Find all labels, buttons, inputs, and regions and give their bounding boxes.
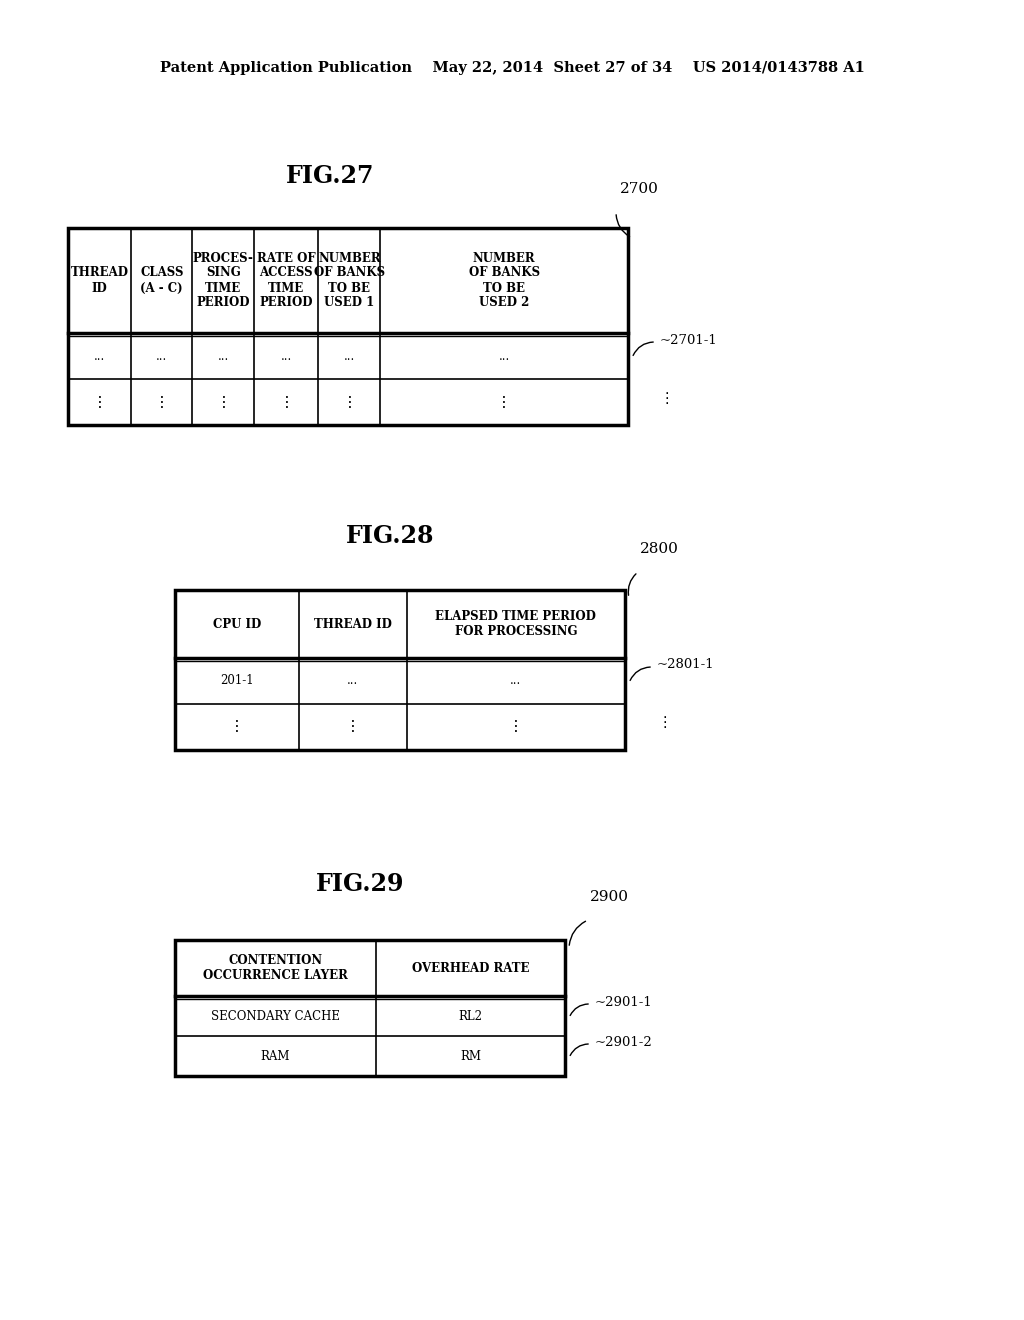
Text: ⋮: ⋮ xyxy=(345,719,360,734)
Text: THREAD
ID: THREAD ID xyxy=(71,267,129,294)
Text: ⋮: ⋮ xyxy=(279,395,295,409)
Text: FIG.29: FIG.29 xyxy=(315,873,404,896)
Text: ...: ... xyxy=(218,350,229,363)
Text: SECONDARY CACHE: SECONDARY CACHE xyxy=(211,1010,340,1023)
Text: ...: ... xyxy=(347,675,358,688)
Text: 201-1: 201-1 xyxy=(220,675,254,688)
Text: ...: ... xyxy=(281,350,292,363)
Text: RATE OF
ACCESS
TIME
PERIOD: RATE OF ACCESS TIME PERIOD xyxy=(257,252,315,309)
Bar xyxy=(175,590,625,750)
Text: 2900: 2900 xyxy=(590,890,629,904)
Text: FIG.28: FIG.28 xyxy=(346,524,434,548)
Text: NUMBER
OF BANKS
TO BE
USED 1: NUMBER OF BANKS TO BE USED 1 xyxy=(313,252,385,309)
Text: RM: RM xyxy=(460,1049,481,1063)
Text: ~2901-1: ~2901-1 xyxy=(595,995,652,1008)
Text: CPU ID: CPU ID xyxy=(213,618,261,631)
Text: ⋮: ⋮ xyxy=(341,395,357,409)
Text: ⋮: ⋮ xyxy=(497,395,512,409)
Text: ...: ... xyxy=(344,350,355,363)
Text: ⋮: ⋮ xyxy=(657,715,672,730)
Text: ⋮: ⋮ xyxy=(229,719,245,734)
Text: ...: ... xyxy=(499,350,510,363)
Text: CONTENTION
OCCURRENCE LAYER: CONTENTION OCCURRENCE LAYER xyxy=(203,954,348,982)
Bar xyxy=(68,228,628,425)
Text: ELAPSED TIME PERIOD
FOR PROCESSING: ELAPSED TIME PERIOD FOR PROCESSING xyxy=(435,610,596,638)
Text: ~2801-1: ~2801-1 xyxy=(657,659,715,672)
Text: 2800: 2800 xyxy=(640,543,679,556)
Bar xyxy=(175,940,565,1076)
Text: ⋮: ⋮ xyxy=(215,395,231,409)
Text: ⋮: ⋮ xyxy=(91,395,108,409)
Text: NUMBER
OF BANKS
TO BE
USED 2: NUMBER OF BANKS TO BE USED 2 xyxy=(469,252,540,309)
Text: ~2901-2: ~2901-2 xyxy=(595,1035,652,1048)
Text: ⋮: ⋮ xyxy=(660,391,675,405)
Text: CLASS
(A - C): CLASS (A - C) xyxy=(140,267,183,294)
Text: OVERHEAD RATE: OVERHEAD RATE xyxy=(412,961,529,974)
Text: ...: ... xyxy=(157,350,168,363)
Text: RL2: RL2 xyxy=(459,1010,482,1023)
Text: RAM: RAM xyxy=(261,1049,290,1063)
Text: ...: ... xyxy=(94,350,105,363)
Text: ~2701-1: ~2701-1 xyxy=(660,334,718,346)
Text: ⋮: ⋮ xyxy=(154,395,170,409)
Text: PROCES-
SING
TIME
PERIOD: PROCES- SING TIME PERIOD xyxy=(193,252,254,309)
Text: ⋮: ⋮ xyxy=(508,719,524,734)
Text: 2700: 2700 xyxy=(620,182,658,195)
Text: ...: ... xyxy=(510,675,521,688)
Text: Patent Application Publication    May 22, 2014  Sheet 27 of 34    US 2014/014378: Patent Application Publication May 22, 2… xyxy=(160,61,864,75)
Text: THREAD ID: THREAD ID xyxy=(313,618,392,631)
Text: FIG.27: FIG.27 xyxy=(286,164,374,187)
